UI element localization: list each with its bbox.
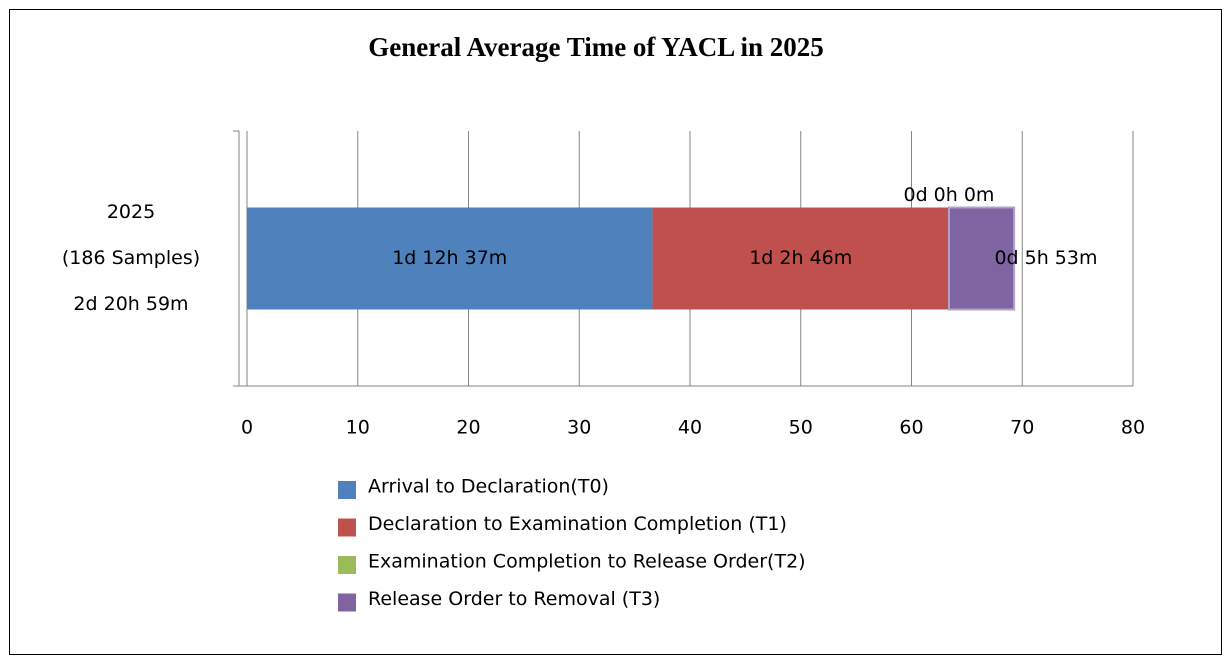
x-tick-label: 80 [1121,417,1145,439]
x-tick-label: 40 [678,417,702,439]
y-tick-label: 2d 20h 59m [73,293,188,315]
x-tick-label: 30 [567,417,591,439]
data-label: 0d 5h 53m [994,247,1097,269]
bar-segment [247,207,653,310]
x-tick-label: 60 [899,417,923,439]
legend-label: Declaration to Examination Completion (T… [368,513,787,535]
legend-label: Release Order to Removal (T3) [368,588,660,610]
x-tick-label: 50 [789,417,813,439]
x-tick-label: 0 [241,417,253,439]
x-tick-label: 10 [346,417,370,439]
data-label: 1d 2h 46m [749,247,852,269]
data-label: 1d 12h 37m [392,247,507,269]
y-tick-label: 2025 [107,201,155,223]
bar-segment [947,206,1016,311]
legend-label: Examination Completion to Release Order(… [368,551,806,573]
x-tick-label: 70 [1010,417,1034,439]
legend-swatch [338,556,356,574]
legend-swatch [338,481,356,499]
legend-label: Arrival to Declaration(T0) [368,476,609,498]
y-tick-label: (186 Samples) [62,247,200,269]
bar-segment [652,207,949,310]
legend-swatch [338,518,356,537]
legend-swatch [338,593,356,612]
chart-border [9,9,1222,655]
x-tick-label: 20 [456,417,480,439]
data-label: 0d 0h 0m [903,184,994,206]
chart-title: General Average Time of YACL in 2025 [368,32,823,62]
